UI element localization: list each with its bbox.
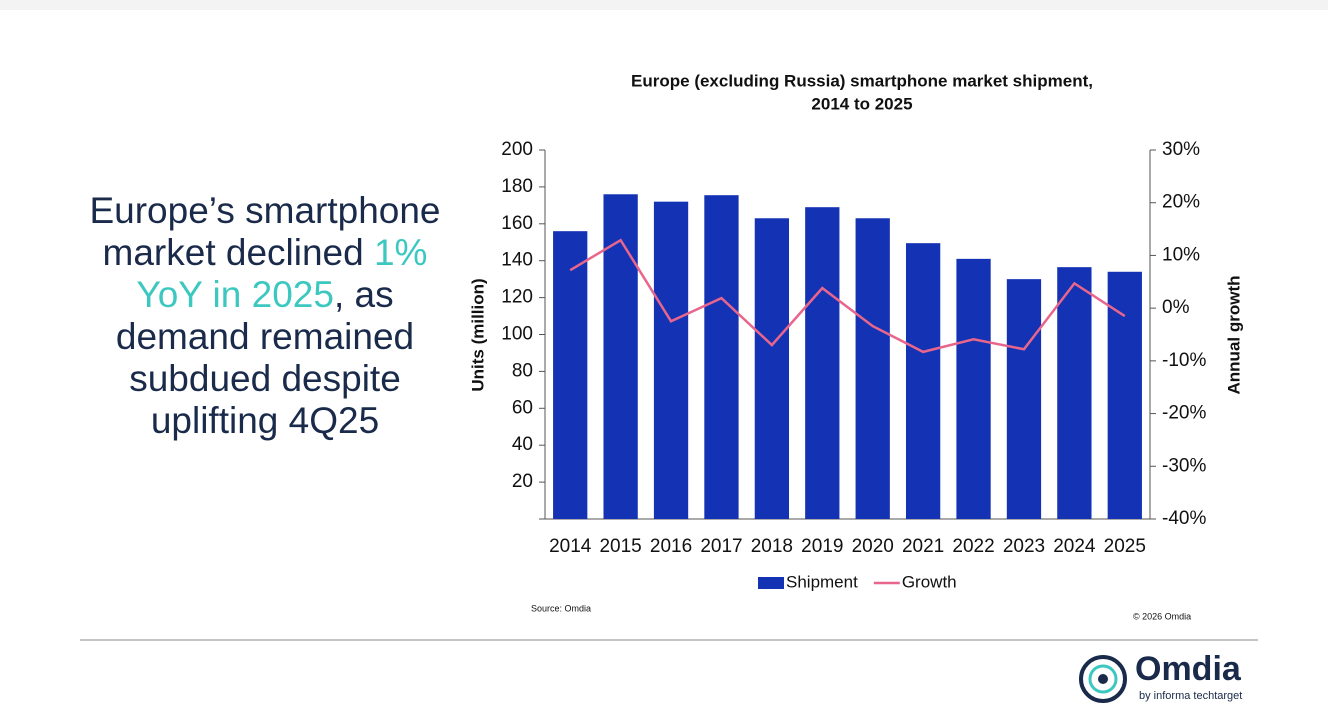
line bbox=[569, 238, 1126, 354]
y-tick-label: 180 bbox=[501, 176, 533, 197]
chart-title: Europe (excluding Russia) smartphone mar… bbox=[631, 71, 1093, 90]
x-tick-label: 2014 bbox=[549, 536, 592, 557]
x-tick-label: 2021 bbox=[902, 536, 944, 557]
y2-tick-label: -10% bbox=[1162, 350, 1206, 371]
headline-text: Europe’s smartphone market declined bbox=[89, 190, 441, 273]
bar bbox=[855, 218, 890, 519]
legend-label: Growth bbox=[902, 572, 957, 591]
top-bar bbox=[0, 0, 1328, 10]
legend-label: Shipment bbox=[786, 572, 858, 591]
y2-tick-label: -20% bbox=[1162, 403, 1206, 424]
bar bbox=[754, 218, 790, 519]
bar bbox=[805, 207, 840, 519]
y-tick-label: 200 bbox=[501, 139, 533, 160]
y2-tick-label: 0% bbox=[1162, 297, 1190, 318]
bar bbox=[905, 243, 941, 520]
y-tick-label: 60 bbox=[512, 397, 533, 418]
headline-highlight: 1% YoY in 2025 bbox=[136, 232, 428, 315]
x-tick-label: 2016 bbox=[650, 536, 692, 557]
y-tick-label: 40 bbox=[512, 434, 533, 455]
headline-text: , as demand remained subdued despite upl… bbox=[115, 274, 415, 441]
bar bbox=[553, 231, 588, 519]
y-axis-title: Units (million) bbox=[468, 278, 487, 391]
bar bbox=[956, 258, 991, 519]
y2-tick-label: 10% bbox=[1162, 244, 1200, 265]
y-tick-label: 80 bbox=[512, 360, 533, 381]
x-tick-label: 2023 bbox=[1003, 536, 1045, 557]
logo-name: Omdia bbox=[1135, 650, 1242, 688]
x-tick-label: 2024 bbox=[1053, 536, 1096, 557]
logo-tagline: by informa techtarget bbox=[1139, 690, 1242, 702]
x-tick-label: 2017 bbox=[700, 536, 742, 557]
y-tick-label: 20 bbox=[512, 471, 533, 492]
bar bbox=[1057, 267, 1092, 519]
source: Source: Omdia bbox=[531, 603, 591, 613]
headline: Europe’s smartphone market declined 1% Y… bbox=[80, 190, 450, 442]
logo-ring bbox=[1079, 655, 1127, 703]
bar bbox=[653, 201, 689, 519]
y-tick-label: 120 bbox=[501, 287, 533, 308]
y2-tick-label: -30% bbox=[1162, 455, 1206, 476]
legend-swatch bbox=[758, 577, 784, 589]
x-tick-label: 2022 bbox=[952, 536, 994, 557]
y-tick-label: 160 bbox=[501, 213, 533, 234]
x-tick-label: 2019 bbox=[801, 536, 843, 557]
logo: Omdia by informa techtarget bbox=[1079, 650, 1242, 703]
x-tick-label: 2015 bbox=[599, 536, 641, 557]
x-tick-label: 2025 bbox=[1104, 536, 1146, 557]
x-tick-label: 2018 bbox=[751, 536, 793, 557]
logo-ring bbox=[1088, 664, 1118, 694]
bar bbox=[704, 195, 739, 519]
bar bbox=[1107, 271, 1142, 519]
bar bbox=[603, 194, 638, 519]
copyright: © 2026 Omdia bbox=[1133, 611, 1191, 621]
y-tick-label: 140 bbox=[501, 250, 533, 271]
y-tick-label: 100 bbox=[501, 324, 533, 345]
chart-title: 2014 to 2025 bbox=[811, 94, 912, 113]
y2-axis-title: Annual growth bbox=[1224, 276, 1243, 395]
y2-tick-label: -40% bbox=[1162, 508, 1206, 529]
x-tick-label: 2020 bbox=[852, 536, 894, 557]
y2-tick-label: 30% bbox=[1162, 139, 1200, 160]
y2-tick-label: 20% bbox=[1162, 192, 1200, 213]
logo-dot bbox=[1098, 674, 1108, 684]
bar bbox=[1006, 279, 1042, 519]
